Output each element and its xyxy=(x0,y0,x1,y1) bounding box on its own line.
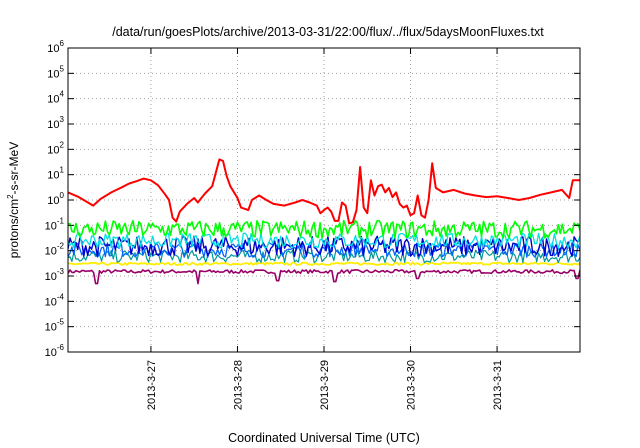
y-tick-base: 10 xyxy=(47,170,59,182)
x-tick-label: 2013-3-30 xyxy=(406,360,418,410)
y-tick-base: 10 xyxy=(47,144,59,156)
series-line xyxy=(68,158,580,225)
y-tick-label: 103 xyxy=(47,115,64,131)
series-line xyxy=(68,232,580,249)
y-tick-base: 10 xyxy=(45,296,57,308)
y-tick-exp: 5 xyxy=(60,64,65,73)
y-tick-exp: -6 xyxy=(57,343,65,352)
y-axis: 10-610-510-410-310-210-11001011021031041… xyxy=(45,39,580,359)
grid xyxy=(68,48,580,352)
y-tick-exp: -3 xyxy=(57,267,65,276)
y-tick-base: 10 xyxy=(45,322,57,334)
x-tick-label: 2013-3-28 xyxy=(232,360,244,410)
y-tick-label: 106 xyxy=(47,39,64,55)
y-tick-label: 10-2 xyxy=(45,242,65,258)
series-line xyxy=(68,261,580,266)
series-line xyxy=(68,219,580,239)
y-tick-label: 101 xyxy=(47,166,64,182)
y-tick-label: 10-4 xyxy=(45,292,65,308)
y-tick-base: 10 xyxy=(47,94,59,106)
y-tick-exp: -2 xyxy=(57,242,65,251)
y-tick-label: 104 xyxy=(47,90,64,106)
y-tick-base: 10 xyxy=(47,119,59,131)
y-axis-label: protons/cm2-s-sr-MeV xyxy=(6,142,21,258)
y-tick-base: 10 xyxy=(45,246,57,258)
chart-title: /data/run/goesPlots/archive/2013-03-31/2… xyxy=(112,25,544,39)
x-axis: 2013-3-27 2013-3-28 2013-3-29 2013-3-30 2013… xyxy=(146,48,504,410)
y-tick-exp: -5 xyxy=(57,318,65,327)
y-axis-label-base: protons/cm xyxy=(7,199,21,258)
y-tick-base: 10 xyxy=(47,195,59,207)
y-tick-label: 102 xyxy=(47,140,64,156)
x-tick-label: 2013-3-27 xyxy=(146,360,158,410)
y-tick-exp: 2 xyxy=(60,140,65,149)
y-tick-exp: 4 xyxy=(60,90,65,99)
plot-area xyxy=(68,158,580,285)
y-tick-exp: -1 xyxy=(57,216,65,225)
y-tick-exp: 6 xyxy=(60,39,65,48)
series-line xyxy=(68,269,580,285)
y-tick-base: 10 xyxy=(45,220,57,232)
y-tick-base: 10 xyxy=(47,68,59,80)
y-tick-label: 105 xyxy=(47,64,64,80)
x-tick-label: 2013-3-31 xyxy=(492,360,504,410)
series-group xyxy=(68,158,580,285)
y-axis-label-sup: 2 xyxy=(6,194,15,199)
y-tick-label: 100 xyxy=(47,191,64,207)
y-tick-label: 10-1 xyxy=(45,216,65,232)
y-tick-label: 10-3 xyxy=(45,267,65,283)
y-tick-base: 10 xyxy=(45,271,57,283)
y-tick-label: 10-6 xyxy=(45,343,65,359)
series-line xyxy=(68,235,580,257)
x-tick-label: 2013-3-29 xyxy=(319,360,331,410)
y-tick-base: 10 xyxy=(47,43,59,55)
y-tick-exp: 0 xyxy=(60,191,65,200)
x-axis-label: Coordinated Universal Time (UTC) xyxy=(228,431,420,445)
y-tick-base: 10 xyxy=(45,347,57,359)
y-axis-label-rest: -s-sr-MeV xyxy=(7,142,21,195)
y-tick-exp: 3 xyxy=(60,115,65,124)
y-tick-label: 10-5 xyxy=(45,318,65,334)
y-tick-exp: -4 xyxy=(57,292,65,301)
y-tick-exp: 1 xyxy=(60,166,65,175)
series-line xyxy=(68,249,580,264)
